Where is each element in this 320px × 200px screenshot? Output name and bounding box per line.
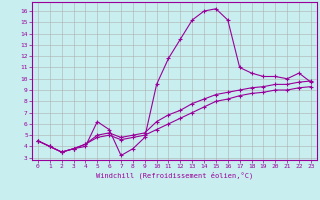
X-axis label: Windchill (Refroidissement éolien,°C): Windchill (Refroidissement éolien,°C) <box>96 172 253 179</box>
